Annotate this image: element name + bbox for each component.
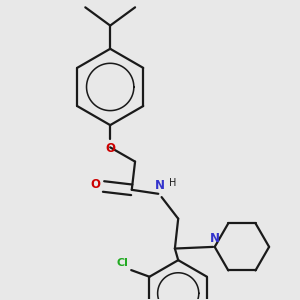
Text: N: N <box>155 179 165 192</box>
Text: O: O <box>105 142 115 155</box>
Text: O: O <box>90 178 100 191</box>
Text: H: H <box>169 178 177 188</box>
Text: Cl: Cl <box>116 258 128 268</box>
Text: N: N <box>210 232 220 245</box>
